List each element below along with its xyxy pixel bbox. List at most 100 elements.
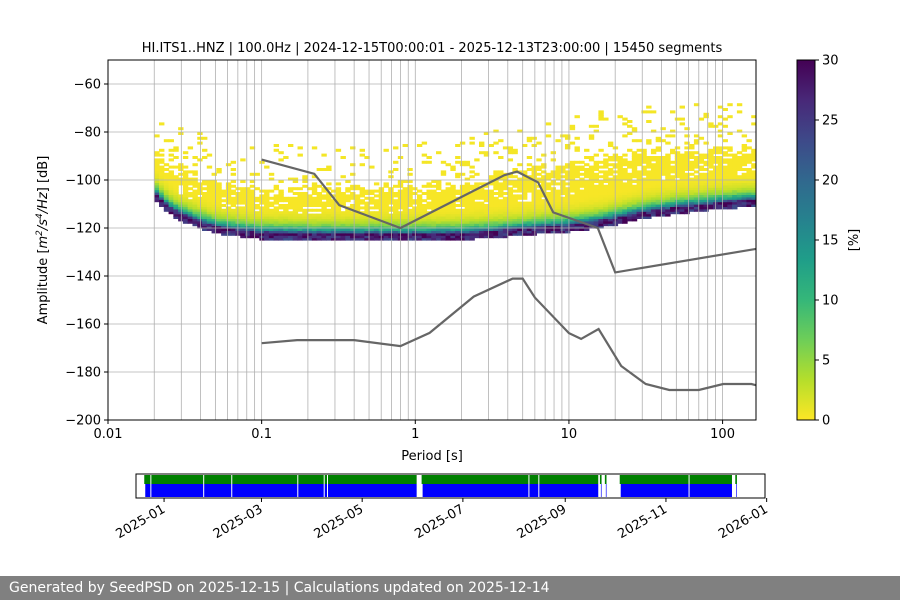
psd-cell (311, 182, 318, 186)
psd-cell (445, 232, 451, 236)
psd-cell (617, 216, 623, 219)
psd-cell (459, 187, 466, 191)
psd-cell (693, 163, 700, 167)
psd-cell (192, 177, 198, 181)
psd-cell (206, 216, 213, 219)
psd-cell (564, 201, 571, 205)
psd-cell (746, 177, 752, 181)
psd-cell (450, 201, 456, 205)
psd-cell (636, 180, 642, 183)
psd-cell (684, 189, 690, 193)
psd-cell (273, 196, 280, 200)
psd-cell (445, 216, 451, 219)
psd-cell (531, 211, 537, 215)
psd-cell (555, 194, 561, 198)
psd-cell (521, 170, 528, 174)
psd-cell (650, 156, 657, 159)
psd-cell (545, 216, 552, 219)
psd-cell (564, 220, 571, 224)
psd-cell (569, 141, 576, 145)
psd-cell (445, 189, 451, 193)
psd-cell (622, 199, 628, 203)
psd-cell (536, 199, 542, 203)
psd-cell (459, 192, 466, 195)
psd-cell (751, 194, 756, 198)
psd-cell (359, 187, 365, 191)
psd-cell (302, 199, 308, 203)
psd-cell (717, 165, 724, 169)
psd-cell (526, 136, 533, 140)
psd-cell (431, 189, 437, 193)
psd-cell (665, 165, 671, 169)
psd-cell (541, 187, 547, 191)
psd-cell (722, 170, 728, 174)
x-tick-label: 1 (411, 427, 419, 442)
psd-cell (206, 199, 213, 203)
psd-cell (268, 208, 275, 212)
psd-cell (593, 189, 599, 193)
psd-cell (545, 213, 552, 217)
psd-cell (736, 160, 743, 164)
psd-cell (670, 189, 676, 193)
psd-cell (230, 232, 237, 236)
psd-cell (636, 184, 642, 188)
psd-cell (574, 180, 580, 183)
psd-cell (550, 204, 557, 207)
psd-cell (741, 156, 748, 159)
psd-cell (440, 230, 447, 234)
psd-cell (627, 213, 633, 217)
psd-cell (588, 204, 595, 207)
psd-cell (416, 201, 423, 205)
psd-cell (631, 175, 638, 179)
psd-cell (159, 187, 165, 191)
psd-cell (240, 235, 246, 239)
psd-cell (564, 225, 571, 229)
psd-cell (722, 158, 728, 162)
psd-cell (555, 196, 561, 200)
psd-cell (340, 228, 346, 231)
psd-cell (684, 192, 690, 195)
psd-cell (622, 192, 628, 195)
psd-cell (421, 153, 428, 157)
psd-cell (526, 175, 533, 179)
psd-cell (230, 201, 237, 205)
psd-cell (426, 228, 432, 231)
psd-cell (440, 199, 447, 203)
psd-cell (302, 196, 308, 200)
psd-cell (670, 187, 676, 191)
psd-cell (416, 144, 423, 147)
psd-cell (674, 201, 681, 205)
psd-cell (693, 151, 700, 155)
psd-cell (436, 237, 442, 241)
psd-figure: HI.ITS1..HNZ | 100.0Hz | 2024-12-15T00:0… (35, 41, 862, 542)
psd-cell (445, 211, 451, 215)
psd-cell (287, 206, 294, 210)
psd-cell (674, 211, 681, 215)
psd-cell (450, 194, 456, 198)
psd-cell (593, 223, 599, 227)
psd-cell (268, 218, 275, 222)
psd-cell (292, 180, 299, 183)
psd-cell (197, 208, 203, 212)
psd-cell (163, 204, 170, 207)
psd-cell (603, 194, 609, 198)
psd-cell (536, 141, 542, 145)
psd-cell (273, 220, 280, 224)
psd-cell (722, 201, 728, 205)
psd-cell (273, 201, 280, 205)
psd-cell (464, 163, 471, 167)
psd-cell (440, 196, 447, 200)
psd-cell (426, 156, 432, 159)
psd-cell (178, 216, 184, 219)
psd-cell (564, 146, 571, 150)
psd-cell (732, 192, 738, 195)
psd-cell (192, 189, 198, 193)
psd-cell (464, 213, 471, 217)
psd-cell (593, 204, 599, 207)
psd-cell (307, 235, 313, 239)
psd-cell (159, 182, 165, 186)
psd-cell (216, 192, 222, 195)
psd-cell (412, 206, 418, 210)
psd-cell (292, 196, 299, 200)
psd-cell (598, 223, 604, 227)
